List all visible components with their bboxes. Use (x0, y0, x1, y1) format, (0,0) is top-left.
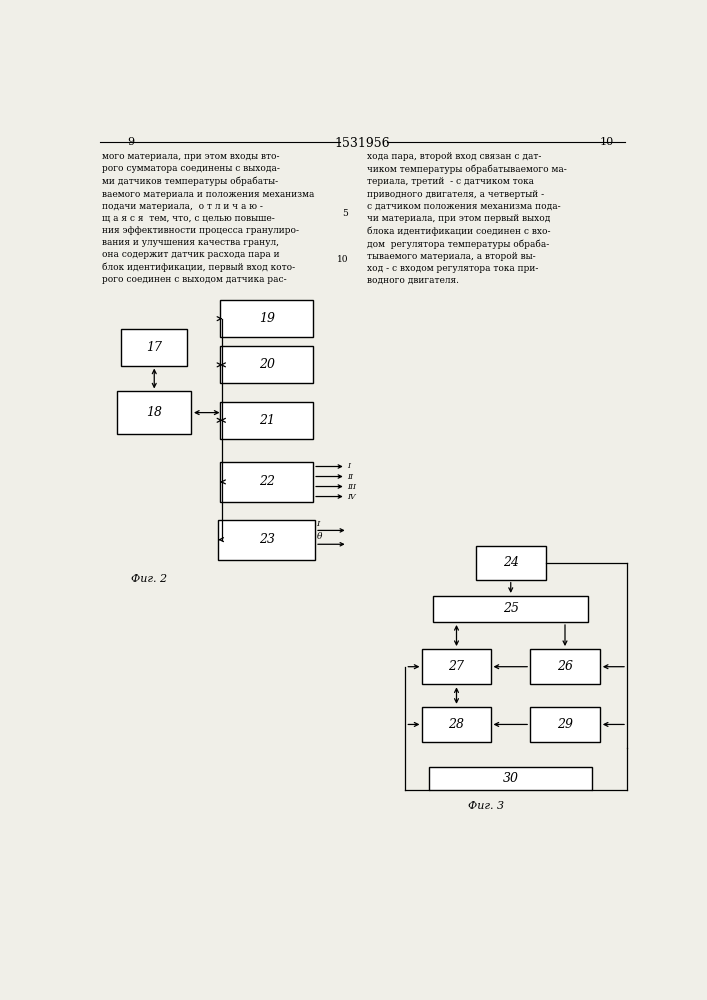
Bar (220, 462, 313, 502)
Bar (429, 767, 592, 790)
Text: 19: 19 (259, 312, 274, 325)
Text: I: I (317, 520, 320, 528)
Text: 26: 26 (557, 660, 573, 673)
Text: 29: 29 (557, 718, 573, 731)
Text: III: III (347, 483, 356, 491)
Text: 9: 9 (127, 137, 134, 147)
Text: 27: 27 (448, 660, 464, 673)
Text: 21: 21 (259, 414, 274, 427)
Text: Фиг. 3: Фиг. 3 (468, 801, 504, 811)
Text: 22: 22 (259, 475, 274, 488)
Text: мого материала, при этом входы вто-
рого сумматора соединены с выхода-
ми датчик: мого материала, при этом входы вто- рого… (103, 152, 315, 284)
Text: 18: 18 (146, 406, 162, 419)
Text: 1531956: 1531956 (334, 137, 390, 150)
Text: θ: θ (317, 532, 322, 541)
Bar (220, 402, 313, 439)
Bar (422, 649, 491, 684)
Text: 24: 24 (503, 556, 519, 569)
Bar (530, 649, 600, 684)
Text: 10: 10 (600, 137, 614, 147)
Bar (117, 391, 191, 434)
Text: 25: 25 (503, 602, 519, 615)
Bar (476, 546, 546, 580)
Text: 10: 10 (337, 255, 348, 264)
Text: 30: 30 (503, 772, 519, 785)
Text: 28: 28 (448, 718, 464, 731)
Bar (422, 707, 491, 742)
Bar (220, 346, 313, 383)
Text: 17: 17 (146, 341, 162, 354)
Text: хода пара, второй вход связан с дат-
чиком температуры обрабатываемого ма-
териа: хода пара, второй вход связан с дат- чик… (368, 152, 567, 285)
Text: Фиг. 2: Фиг. 2 (131, 574, 167, 584)
Text: 23: 23 (259, 533, 274, 546)
Bar (122, 329, 187, 366)
Text: II: II (347, 473, 354, 481)
Bar (530, 707, 600, 742)
Bar (218, 520, 315, 560)
Text: 5: 5 (342, 209, 348, 218)
Text: 20: 20 (259, 358, 274, 371)
Bar (433, 596, 588, 622)
Text: IV: IV (347, 493, 356, 501)
Bar (220, 300, 313, 337)
Text: I: I (347, 462, 350, 471)
